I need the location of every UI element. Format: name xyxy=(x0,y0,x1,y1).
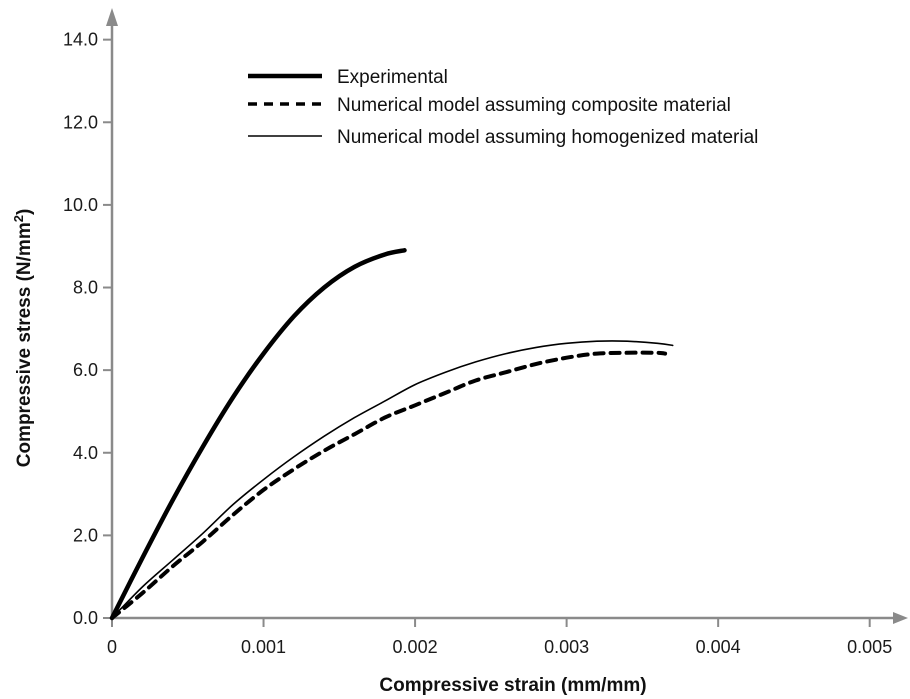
y-axis-title-main: Compressive stress (N/mm xyxy=(14,222,35,467)
y-tick-label: 8.0 xyxy=(73,278,98,298)
y-tick-label: 10.0 xyxy=(63,195,98,215)
x-tick-label: 0 xyxy=(107,637,117,657)
x-tick-label: 0.001 xyxy=(241,637,286,657)
series-line-composite xyxy=(110,350,668,620)
x-axis-title: Compressive strain (mm/mm) xyxy=(379,675,646,696)
x-axis-arrow xyxy=(893,612,908,624)
y-tick-label: 12.0 xyxy=(63,112,98,132)
x-tick-label: 0.003 xyxy=(544,637,589,657)
x-tick-label: 0.002 xyxy=(393,637,438,657)
y-ticks: 0.0 2.0 4.0 6.0 8.0 10.0 12.0 14.0 xyxy=(63,30,112,628)
legend-label-experimental: Experimental xyxy=(337,67,448,88)
legend-label-composite: Numerical model assuming composite mater… xyxy=(337,95,731,116)
series-layer xyxy=(109,248,674,621)
x-tick-label: 0.004 xyxy=(696,637,741,657)
legend-label-homogenized: Numerical model assuming homogenized mat… xyxy=(337,127,758,148)
y-axis-title-tail: ) xyxy=(14,209,35,215)
series-line-experimental xyxy=(109,248,407,621)
y-tick-label: 2.0 xyxy=(73,525,98,545)
y-tick-label: 14.0 xyxy=(63,30,98,50)
series-line-homogenized xyxy=(111,340,674,619)
y-axis-arrow xyxy=(106,8,118,26)
y-axis-title: Compressive stress (N/mm2) xyxy=(11,209,35,468)
y-tick-label: 0.0 xyxy=(73,608,98,628)
x-ticks: 0 0.001 0.002 0.003 0.004 0.005 xyxy=(107,618,892,657)
x-tick-label: 0.005 xyxy=(847,637,892,657)
y-axis-title-sup: 2 xyxy=(11,215,26,222)
y-tick-label: 4.0 xyxy=(73,443,98,463)
legend: Experimental Numerical model assuming co… xyxy=(248,67,758,148)
y-tick-label: 6.0 xyxy=(73,360,98,380)
